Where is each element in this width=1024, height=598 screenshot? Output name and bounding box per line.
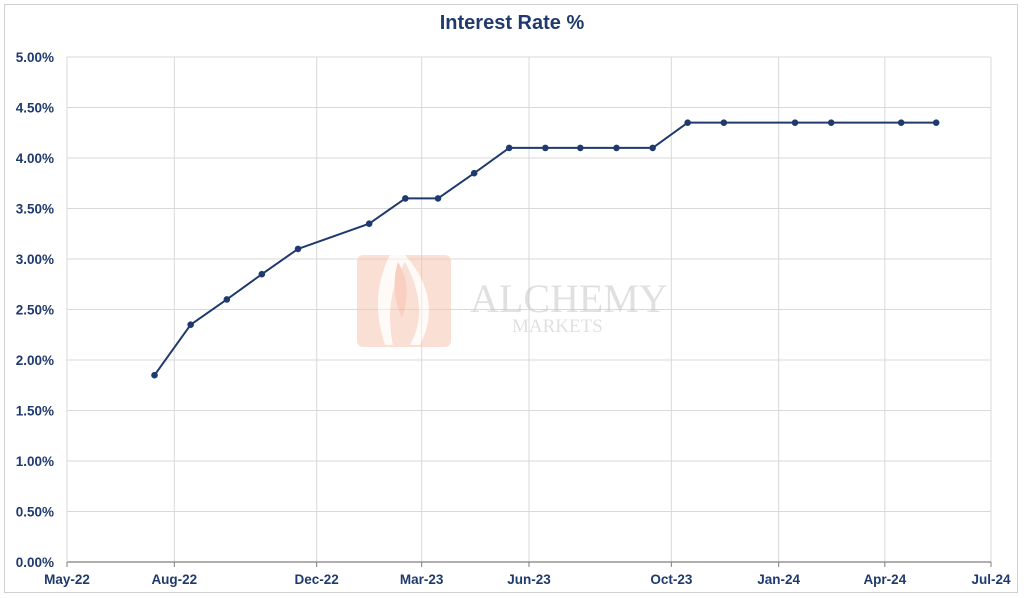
data-point [827, 119, 835, 126]
y-tick-label: 4.50% [16, 101, 54, 116]
y-tick-label: 3.50% [16, 202, 54, 217]
series-line [153, 121, 937, 376]
y-tick-label: 2.50% [16, 303, 54, 318]
x-tick-label: Dec-22 [295, 572, 339, 587]
data-point [577, 144, 584, 152]
chart-title: Interest Rate % [439, 12, 585, 34]
y-tick-label: 1.50% [16, 404, 54, 419]
data-point [932, 119, 940, 126]
data-point [791, 119, 799, 126]
y-axis-labels: 0.00% 0.50% 1.00% 1.50% 2.00% 2.50% 3.00% 3.50%… [16, 50, 54, 570]
data-point [151, 371, 158, 379]
x-tick-label: Apr-24 [863, 572, 906, 587]
gridlines [67, 56, 992, 562]
x-tick-label: Aug-22 [151, 572, 197, 587]
data-point [223, 296, 231, 303]
watermark-inner-flame-icon [394, 262, 407, 318]
x-tick-label: Oct-23 [650, 572, 693, 587]
x-tick-label: May-22 [44, 572, 90, 587]
data-point [505, 144, 513, 152]
watermark-brand: ALCHEMY [470, 276, 668, 321]
y-tick-label: 0.00% [16, 555, 54, 570]
y-tick-label: 0.50% [16, 505, 54, 520]
data-point [402, 195, 409, 202]
data-point [720, 119, 728, 126]
data-point [613, 144, 620, 152]
data-point [897, 119, 905, 126]
data-point [470, 169, 478, 177]
data-point [649, 144, 656, 152]
data-point [684, 119, 691, 126]
watermark-flame-icon [377, 245, 429, 345]
y-tick-label: 1.00% [16, 454, 54, 469]
x-tick-label: Jul-24 [971, 572, 1011, 587]
y-tick-label: 4.00% [16, 151, 54, 166]
axes [66, 57, 992, 567]
x-tick-label: Jun-23 [507, 572, 551, 587]
data-point [294, 245, 302, 253]
data-point [365, 220, 373, 227]
x-tick-label: Mar-23 [400, 572, 444, 587]
data-point [187, 321, 194, 328]
series-interest-rate [151, 119, 940, 379]
data-point [258, 270, 266, 278]
data-point [434, 195, 442, 202]
x-tick-label: Jan-24 [757, 572, 800, 587]
chart-frame [4, 4, 1018, 593]
y-tick-label: 5.00% [16, 50, 54, 65]
data-point [542, 144, 549, 152]
watermark-sub: MARKETS [512, 316, 603, 337]
y-tick-label: 2.00% [16, 353, 54, 368]
alchemy-markets-watermark: ALCHEMY MARKETS [357, 245, 668, 347]
x-axis-labels: May-22 Aug-22 Dec-22 Mar-23 Jun-23 Oct-23 Jan-… [44, 572, 1011, 587]
y-tick-label: 3.00% [16, 252, 54, 267]
